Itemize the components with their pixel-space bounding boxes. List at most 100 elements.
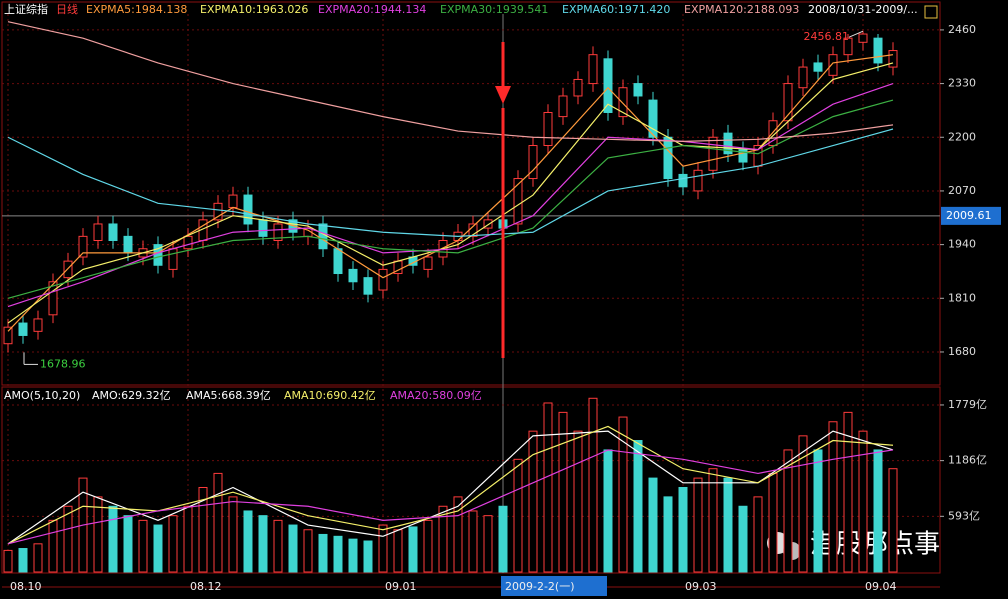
- volume-bar: [138, 519, 148, 573]
- volume-bar: [453, 496, 463, 573]
- volume-current: AMO:629.32亿: [92, 389, 171, 402]
- volume-bar: [333, 535, 343, 573]
- volume-bar: [738, 505, 748, 573]
- volume-bar: [543, 402, 553, 573]
- volume-bar: [423, 519, 433, 573]
- volume-bar: [18, 548, 28, 573]
- candle-body: [873, 37, 883, 64]
- candle-body: [318, 223, 328, 250]
- candle-body: [798, 66, 808, 89]
- candle-body: [33, 318, 43, 332]
- candle-body: [333, 248, 343, 275]
- volume-bar: [723, 477, 733, 573]
- candle-body: [93, 223, 103, 241]
- volume-bar: [363, 540, 373, 573]
- candle-body: [483, 219, 493, 229]
- volume-bar: [768, 472, 778, 573]
- volume-bar: [648, 477, 658, 573]
- volume-bar: [378, 524, 388, 573]
- candle-body: [723, 132, 733, 155]
- indicator-line: [7, 128, 894, 237]
- volume-bar: [633, 440, 643, 573]
- candle-body: [618, 87, 628, 118]
- candle-body: [663, 136, 673, 180]
- volume-panel: [1, 386, 941, 574]
- x-tick-label: 08.10: [10, 580, 42, 593]
- candle-body: [78, 235, 88, 258]
- volume-bar: [48, 519, 58, 573]
- volume-bar: [558, 411, 568, 573]
- indicator-line: [7, 99, 894, 299]
- candle-body: [243, 194, 253, 225]
- volume-bar: [3, 549, 13, 573]
- volume-bar: [303, 529, 313, 573]
- x-tick-label: 09.01: [385, 580, 417, 593]
- candle-body: [588, 54, 598, 85]
- volume-bar: [708, 468, 718, 573]
- candle-body: [783, 83, 793, 122]
- low-label: 1678.96: [40, 357, 86, 370]
- volume-bar: [678, 486, 688, 573]
- volume-bar: [168, 515, 178, 573]
- candle-body: [543, 111, 553, 147]
- volume-bar: [798, 435, 808, 573]
- candle-body: [258, 219, 268, 237]
- volume-bar: [393, 529, 403, 573]
- high-label: 2456.81: [804, 30, 850, 43]
- volume-bar: [33, 543, 43, 573]
- chart-subtitle: 日线: [56, 2, 78, 16]
- candle-body: [363, 277, 373, 295]
- candle-body: [108, 223, 118, 241]
- volume-bar: [288, 524, 298, 573]
- date-range: 2008/10/31-2009/...: [808, 3, 918, 16]
- legend-entry: EXPMA120:2188.093: [684, 3, 799, 16]
- y-tick-label: 2330: [948, 77, 976, 90]
- volume-bar: [258, 515, 268, 573]
- candle-body: [648, 99, 658, 138]
- y-tick-label: 2200: [948, 130, 976, 143]
- high-pointer: [848, 30, 864, 38]
- x-tick-label: 09.03: [685, 580, 717, 593]
- lock-icon: [924, 5, 938, 19]
- y-tick-label: 2070: [948, 184, 976, 197]
- volume-bar: [828, 421, 838, 573]
- crosshair-date-box: [501, 576, 607, 596]
- candle-body: [513, 178, 523, 225]
- annotation-arrow: [495, 42, 511, 358]
- volume-bar: [498, 505, 508, 573]
- candle-body: [558, 95, 568, 118]
- volume-bar: [318, 533, 328, 573]
- volume-title: AMO(5,10,20): [4, 389, 80, 402]
- candle-body: [888, 50, 898, 68]
- volume-bar: [873, 449, 883, 573]
- volume-bar: [273, 519, 283, 573]
- volume-bar: [63, 505, 73, 573]
- legend-entry: EXPMA5:1984.138: [86, 3, 187, 16]
- y-tick-label: 2460: [948, 23, 976, 36]
- legend-entry: AMA10:690.42亿: [284, 389, 376, 402]
- candle-body: [273, 223, 283, 241]
- volume-bar: [243, 510, 253, 573]
- y-tick-label: 1680: [948, 345, 976, 358]
- volume-bar: [93, 496, 103, 573]
- volume-bar: [513, 458, 523, 573]
- candle-body: [228, 194, 238, 208]
- candle-body: [378, 268, 388, 291]
- candle-body: [603, 58, 613, 113]
- candle-body: [183, 235, 193, 250]
- volume-bar: [813, 449, 823, 573]
- volume-bar: [213, 472, 223, 573]
- candle-body: [213, 202, 223, 221]
- candle-body: [48, 281, 58, 316]
- volume-bar: [843, 411, 853, 573]
- indicator-line: [7, 449, 894, 545]
- volume-bar: [588, 397, 598, 573]
- volume-bar: [573, 430, 583, 573]
- legend-entry: EXPMA60:1971.420: [562, 3, 670, 16]
- candle-body: [738, 149, 748, 163]
- candle-body: [348, 268, 358, 283]
- candle-body: [813, 62, 823, 72]
- volume-bar: [228, 496, 238, 573]
- candle-body: [3, 326, 13, 345]
- volume-bar: [123, 515, 133, 573]
